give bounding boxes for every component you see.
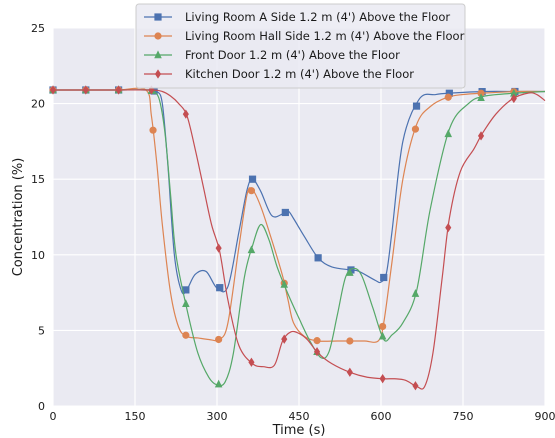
series-4 — [49, 85, 546, 391]
data-point — [477, 93, 485, 102]
data-point — [444, 93, 452, 101]
data-point — [216, 284, 224, 292]
x-tick-label: 150 — [125, 410, 146, 423]
legend-entry: Living Room Hall Side 1.2 m (4') Above t… — [144, 29, 465, 43]
x-tick-label: 600 — [371, 410, 392, 423]
data-point — [412, 381, 419, 391]
series-layer — [49, 85, 546, 391]
data-point — [444, 129, 453, 138]
y-tick-label: 20 — [31, 98, 45, 111]
data-point — [154, 32, 162, 40]
data-point — [247, 187, 256, 195]
data-point — [412, 102, 421, 110]
data-point — [154, 69, 162, 79]
x-tick-labels: 0 150 300 450 600 750 900 — [50, 410, 555, 423]
legend-entry: Kitchen Door 1.2 m (4') Above the Floor — [144, 67, 414, 81]
x-tick-label: 450 — [289, 410, 310, 423]
data-point — [379, 374, 386, 384]
data-point — [314, 254, 322, 262]
data-point — [247, 245, 256, 254]
series-line — [53, 89, 546, 390]
data-point — [182, 299, 190, 307]
data-point — [215, 335, 223, 344]
legend-box — [135, 3, 466, 89]
legend-label: Kitchen Door 1.2 m (4') Above the Floor — [185, 67, 414, 81]
data-point — [346, 268, 354, 276]
data-point — [379, 322, 387, 331]
grid-lines — [52, 27, 546, 407]
legend-label: Living Room Hall Side 1.2 m (4') Above t… — [185, 29, 465, 43]
data-point — [477, 131, 485, 141]
data-point — [378, 331, 387, 340]
y-tick-label: 5 — [38, 324, 45, 337]
legend-entry: Front Door 1.2 m (4') Above the Floor — [144, 48, 400, 62]
y-tick-label: 15 — [31, 173, 45, 186]
data-point — [154, 13, 162, 21]
legend-entry: Living Room A Side 1.2 m (4') Above the … — [144, 10, 450, 24]
data-point — [215, 243, 222, 253]
x-tick-label: 900 — [535, 410, 555, 423]
y-tick-label: 25 — [31, 22, 45, 35]
legend-label: Living Room A Side 1.2 m (4') Above the … — [185, 10, 450, 24]
data-point — [380, 273, 388, 282]
data-point — [281, 208, 289, 217]
y-tick-label: 10 — [31, 249, 45, 262]
data-point — [445, 222, 452, 233]
data-point — [248, 357, 255, 367]
data-point — [281, 334, 288, 344]
x-tick-label: 0 — [50, 410, 57, 423]
legend-label: Front Door 1.2 m (4') Above the Floor — [185, 48, 400, 62]
data-point — [182, 109, 189, 119]
x-tick-label: 750 — [453, 410, 474, 423]
data-point — [49, 85, 57, 95]
x-axis-label: Time (s) — [272, 423, 326, 438]
data-point — [510, 93, 517, 104]
y-tick-label: 0 — [38, 400, 45, 413]
data-point — [82, 85, 89, 95]
data-point — [214, 379, 223, 388]
legend: Living Room A Side 1.2 m (4') Above the … — [135, 3, 466, 89]
x-tick-label: 300 — [207, 410, 228, 423]
data-point — [115, 85, 122, 95]
y-tick-labels: 0 5 10 15 20 25 — [31, 22, 45, 413]
y-axis-label: Concentration (%) — [11, 158, 26, 277]
data-point — [248, 175, 257, 183]
data-point — [346, 337, 354, 345]
data-point — [154, 50, 162, 59]
data-point — [313, 337, 321, 345]
data-point — [280, 279, 289, 288]
data-point — [346, 367, 353, 377]
data-point — [411, 289, 420, 297]
data-point — [313, 347, 321, 357]
data-point — [182, 331, 190, 339]
data-point — [149, 126, 157, 134]
data-point — [411, 125, 420, 133]
